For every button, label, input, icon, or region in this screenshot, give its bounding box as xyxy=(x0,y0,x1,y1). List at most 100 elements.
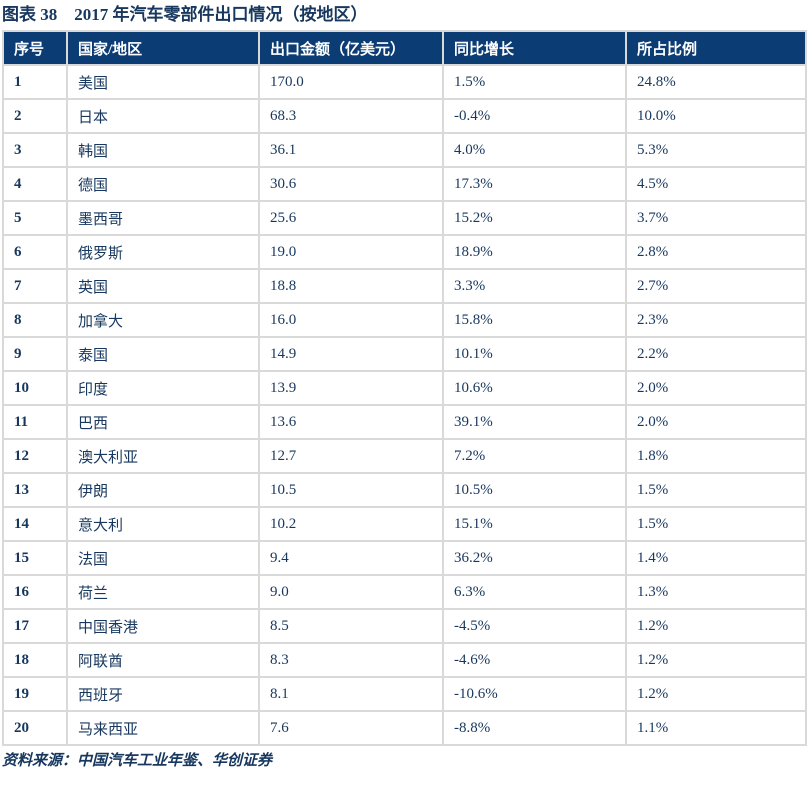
cell-yoy: 39.1% xyxy=(442,404,627,440)
cell-amount: 14.9 xyxy=(258,336,444,372)
cell-region: 意大利 xyxy=(66,506,260,542)
cell-region: 印度 xyxy=(66,370,260,406)
export-table: 序号 国家/地区 出口金额（亿美元） 同比增长 所占比例 1 美国 170.0 … xyxy=(2,30,807,746)
cell-share: 1.8% xyxy=(625,438,807,474)
cell-amount: 18.8 xyxy=(258,268,444,304)
cell-share: 2.2% xyxy=(625,336,807,372)
cell-amount: 25.6 xyxy=(258,200,444,236)
table-row: 7 英国 18.8 3.3% 2.7% xyxy=(2,268,807,304)
cell-yoy: 15.1% xyxy=(442,506,627,542)
cell-amount: 12.7 xyxy=(258,438,444,474)
cell-rank: 18 xyxy=(2,642,68,678)
cell-share: 2.3% xyxy=(625,302,807,338)
cell-yoy: 15.2% xyxy=(442,200,627,236)
cell-yoy: -4.6% xyxy=(442,642,627,678)
cell-rank: 16 xyxy=(2,574,68,610)
table-row: 1 美国 170.0 1.5% 24.8% xyxy=(2,64,807,100)
cell-yoy: -8.8% xyxy=(442,710,627,746)
column-header-yoy: 同比增长 xyxy=(442,30,627,66)
cell-yoy: 3.3% xyxy=(442,268,627,304)
cell-region: 阿联酋 xyxy=(66,642,260,678)
source-note: 资料来源：中国汽车工业年鉴、华创证券 xyxy=(2,753,273,769)
table-row: 15 法国 9.4 36.2% 1.4% xyxy=(2,540,807,576)
table-row: 11 巴西 13.6 39.1% 2.0% xyxy=(2,404,807,440)
cell-amount: 13.6 xyxy=(258,404,444,440)
cell-rank: 1 xyxy=(2,64,68,100)
cell-yoy: 17.3% xyxy=(442,166,627,202)
cell-rank: 11 xyxy=(2,404,68,440)
cell-yoy: -0.4% xyxy=(442,98,627,134)
column-header-region: 国家/地区 xyxy=(66,30,260,66)
table-row: 13 伊朗 10.5 10.5% 1.5% xyxy=(2,472,807,508)
cell-amount: 8.1 xyxy=(258,676,444,712)
cell-rank: 13 xyxy=(2,472,68,508)
table-row: 9 泰国 14.9 10.1% 2.2% xyxy=(2,336,807,372)
table-row: 17 中国香港 8.5 -4.5% 1.2% xyxy=(2,608,807,644)
table-row: 16 荷兰 9.0 6.3% 1.3% xyxy=(2,574,807,610)
cell-share: 2.0% xyxy=(625,404,807,440)
cell-share: 2.7% xyxy=(625,268,807,304)
cell-rank: 5 xyxy=(2,200,68,236)
cell-yoy: 10.5% xyxy=(442,472,627,508)
cell-amount: 7.6 xyxy=(258,710,444,746)
table-row: 20 马来西亚 7.6 -8.8% 1.1% xyxy=(2,710,807,746)
cell-yoy: -4.5% xyxy=(442,608,627,644)
cell-amount: 10.2 xyxy=(258,506,444,542)
cell-rank: 7 xyxy=(2,268,68,304)
cell-amount: 8.3 xyxy=(258,642,444,678)
cell-yoy: 10.6% xyxy=(442,370,627,406)
table-body: 1 美国 170.0 1.5% 24.8% 2 日本 68.3 -0.4% 10… xyxy=(2,64,807,746)
cell-region: 伊朗 xyxy=(66,472,260,508)
cell-region: 日本 xyxy=(66,98,260,134)
cell-region: 韩国 xyxy=(66,132,260,168)
cell-amount: 8.5 xyxy=(258,608,444,644)
cell-yoy: 15.8% xyxy=(442,302,627,338)
cell-rank: 9 xyxy=(2,336,68,372)
cell-rank: 19 xyxy=(2,676,68,712)
cell-region: 墨西哥 xyxy=(66,200,260,236)
cell-rank: 15 xyxy=(2,540,68,576)
table-row: 2 日本 68.3 -0.4% 10.0% xyxy=(2,98,807,134)
column-header-rank: 序号 xyxy=(2,30,68,66)
cell-rank: 8 xyxy=(2,302,68,338)
table-row: 14 意大利 10.2 15.1% 1.5% xyxy=(2,506,807,542)
cell-rank: 20 xyxy=(2,710,68,746)
cell-region: 澳大利亚 xyxy=(66,438,260,474)
cell-rank: 6 xyxy=(2,234,68,270)
cell-region: 马来西亚 xyxy=(66,710,260,746)
cell-yoy: 6.3% xyxy=(442,574,627,610)
cell-yoy: 18.9% xyxy=(442,234,627,270)
cell-amount: 10.5 xyxy=(258,472,444,508)
cell-share: 1.5% xyxy=(625,506,807,542)
table-row: 19 西班牙 8.1 -10.6% 1.2% xyxy=(2,676,807,712)
cell-region: 德国 xyxy=(66,166,260,202)
cell-share: 2.8% xyxy=(625,234,807,270)
table-row: 18 阿联酋 8.3 -4.6% 1.2% xyxy=(2,642,807,678)
cell-yoy: 10.1% xyxy=(442,336,627,372)
cell-region: 美国 xyxy=(66,64,260,100)
cell-rank: 12 xyxy=(2,438,68,474)
cell-amount: 9.4 xyxy=(258,540,444,576)
cell-rank: 17 xyxy=(2,608,68,644)
cell-share: 1.3% xyxy=(625,574,807,610)
cell-rank: 10 xyxy=(2,370,68,406)
cell-region: 英国 xyxy=(66,268,260,304)
table-row: 3 韩国 36.1 4.0% 5.3% xyxy=(2,132,807,168)
table-header-row: 序号 国家/地区 出口金额（亿美元） 同比增长 所占比例 xyxy=(2,30,807,66)
cell-amount: 13.9 xyxy=(258,370,444,406)
table-row: 12 澳大利亚 12.7 7.2% 1.8% xyxy=(2,438,807,474)
cell-yoy: -10.6% xyxy=(442,676,627,712)
cell-region: 泰国 xyxy=(66,336,260,372)
cell-share: 1.2% xyxy=(625,608,807,644)
cell-amount: 16.0 xyxy=(258,302,444,338)
cell-rank: 2 xyxy=(2,98,68,134)
table-row: 8 加拿大 16.0 15.8% 2.3% xyxy=(2,302,807,338)
cell-share: 24.8% xyxy=(625,64,807,100)
cell-region: 巴西 xyxy=(66,404,260,440)
cell-share: 3.7% xyxy=(625,200,807,236)
column-header-share: 所占比例 xyxy=(625,30,807,66)
cell-share: 1.1% xyxy=(625,710,807,746)
cell-region: 俄罗斯 xyxy=(66,234,260,270)
cell-region: 西班牙 xyxy=(66,676,260,712)
column-header-amount: 出口金额（亿美元） xyxy=(258,30,444,66)
